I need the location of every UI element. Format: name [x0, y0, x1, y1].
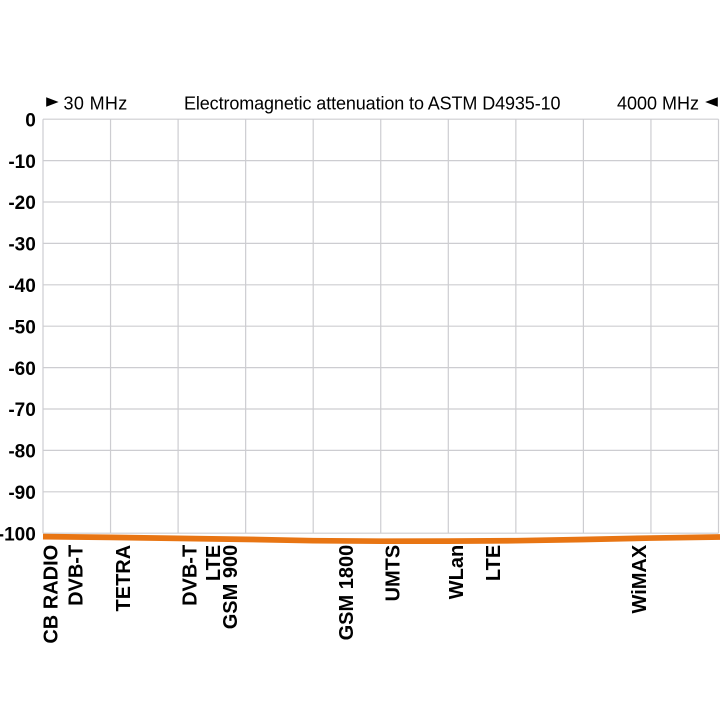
svg-text:-20: -20	[8, 193, 35, 214]
svg-text:DVB-T: DVB-T	[179, 545, 201, 606]
svg-text:-70: -70	[8, 400, 35, 421]
svg-text:LTE: LTE	[483, 545, 505, 581]
svg-text:-40: -40	[8, 276, 35, 297]
svg-text:CB RADIO: CB RADIO	[40, 545, 62, 644]
svg-text:LTE: LTE	[203, 545, 225, 581]
svg-text:GSM 900: GSM 900	[220, 545, 242, 629]
svg-text:-50: -50	[8, 317, 35, 338]
svg-text:-80: -80	[8, 442, 35, 463]
svg-text:4000 MHz: 4000 MHz	[617, 93, 699, 113]
svg-text:WLan: WLan	[446, 545, 468, 599]
svg-text:0: 0	[25, 110, 36, 131]
svg-text:-10: -10	[8, 152, 35, 173]
svg-text:-30: -30	[8, 235, 35, 256]
svg-text:DVB-T: DVB-T	[65, 545, 87, 606]
svg-text:-100: -100	[0, 524, 36, 545]
svg-text:-60: -60	[8, 359, 35, 380]
svg-text:30 MHz: 30 MHz	[64, 93, 128, 113]
svg-text:WiMAX: WiMAX	[629, 544, 651, 613]
svg-text:GSM 1800: GSM 1800	[336, 545, 358, 641]
svg-text:UMTS: UMTS	[383, 545, 405, 602]
svg-text:Electromagnetic attenuation to: Electromagnetic attenuation to ASTM D493…	[184, 93, 560, 113]
svg-text:TETRA: TETRA	[113, 545, 135, 612]
svg-text:-90: -90	[8, 483, 35, 504]
